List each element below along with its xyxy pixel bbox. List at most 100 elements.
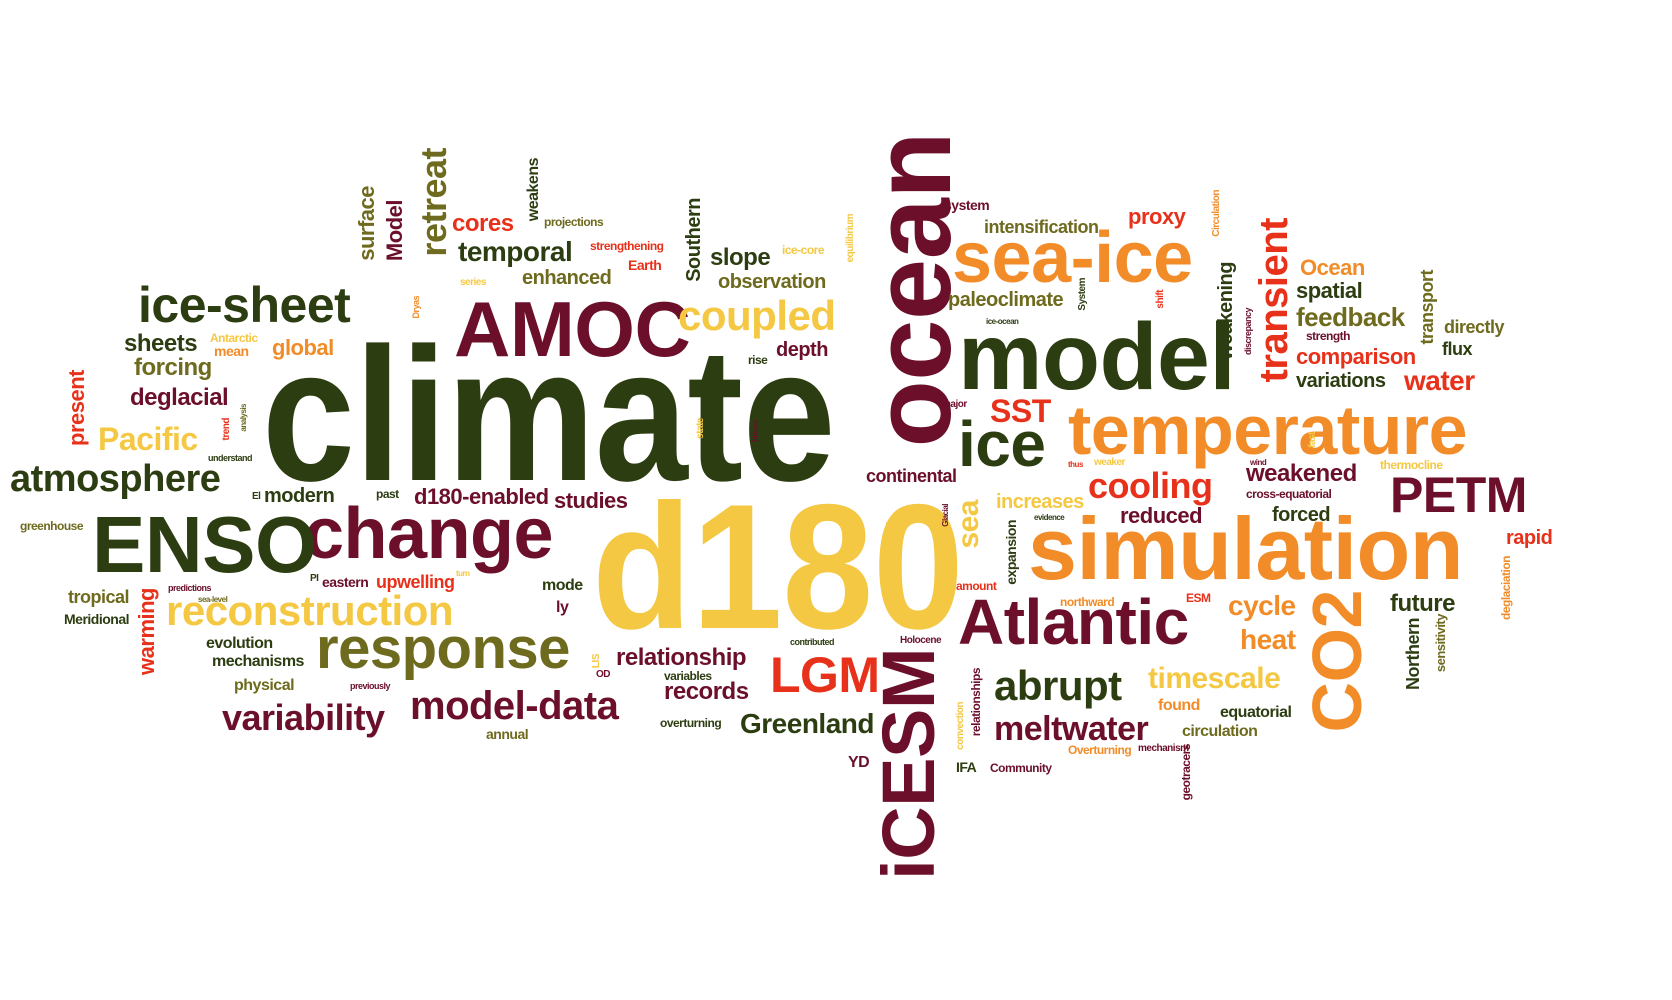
word: global	[272, 335, 334, 360]
word: relationship	[616, 644, 747, 671]
word: weaker	[1094, 457, 1125, 468]
word: sensitivity	[1433, 614, 1448, 673]
word: temporal	[458, 236, 573, 267]
word: Model	[382, 200, 407, 262]
word: forcing	[134, 354, 212, 381]
word: equatorial	[1220, 704, 1292, 721]
word: AMOC	[454, 285, 691, 373]
word: ice-ocean	[986, 317, 1019, 326]
word: ice-sheet	[138, 277, 351, 333]
word: OD	[596, 669, 611, 680]
word: YD	[848, 754, 870, 771]
word: Ocean	[1300, 255, 1365, 280]
word: reconstruction	[166, 587, 454, 634]
word: projections	[544, 215, 604, 229]
word: evidence	[1034, 513, 1065, 522]
word: ly	[556, 599, 569, 616]
word: response	[316, 616, 570, 681]
word: continental	[866, 466, 957, 486]
word: northward	[1060, 595, 1115, 609]
word: thus	[1068, 460, 1083, 469]
word: deglaciation	[1499, 556, 1513, 621]
word: sea-ice	[952, 218, 1193, 298]
word: relationships	[969, 668, 983, 737]
word: variables	[664, 669, 712, 683]
word: rise	[748, 353, 768, 367]
word: spatial	[1296, 278, 1363, 303]
word: physical	[234, 677, 295, 694]
word: predictions	[168, 583, 212, 593]
word: contributed	[790, 637, 835, 647]
word: El	[252, 491, 261, 502]
word: present	[64, 370, 89, 446]
word: increases	[996, 491, 1084, 513]
word: series	[460, 277, 486, 288]
word: abrupt	[994, 662, 1122, 709]
word: Atlantic	[958, 586, 1189, 658]
word: trend	[221, 418, 232, 441]
word: upwelling	[376, 572, 455, 592]
word: LIS	[591, 654, 602, 669]
word: shift	[1155, 290, 1166, 309]
word: surface	[354, 186, 379, 261]
word: ice-core	[782, 243, 825, 257]
word: Glacial	[941, 504, 950, 527]
word: transport	[1417, 270, 1437, 345]
word: thermocline	[1380, 458, 1443, 472]
word: overturning	[660, 716, 722, 730]
word: rapid	[1506, 527, 1553, 549]
word: sheets	[124, 330, 198, 357]
word: cooling	[1088, 465, 1213, 506]
word: sea-level	[198, 595, 228, 604]
word: biases	[751, 420, 760, 442]
word: variability	[222, 697, 385, 738]
word: discrepancy	[1243, 308, 1253, 356]
word: sea	[952, 500, 985, 549]
word: Overturning	[1068, 743, 1132, 757]
word: reduced	[1120, 503, 1203, 528]
word: Pacific	[98, 421, 198, 457]
word: heat	[1240, 624, 1296, 655]
word: CO2	[1298, 590, 1376, 733]
word: System	[1077, 278, 1088, 311]
word: directly	[1444, 317, 1505, 337]
word: Holocene	[900, 635, 942, 646]
word: d180-enabled	[414, 484, 549, 509]
word: analysis	[239, 404, 248, 432]
word: LGM	[770, 647, 880, 703]
word: feedback	[1296, 302, 1405, 332]
word: Community	[990, 761, 1052, 775]
word: observation	[718, 271, 826, 293]
word: simulation	[1028, 499, 1464, 598]
word: convection	[955, 702, 966, 750]
word: Northern	[1403, 618, 1423, 690]
word: Circulation	[1211, 190, 1222, 237]
word: mean	[214, 343, 249, 359]
word: equilibrium	[845, 214, 856, 263]
word: forced	[1272, 504, 1331, 526]
word: system	[944, 197, 990, 213]
word: state	[695, 418, 706, 439]
word: retreat	[413, 148, 454, 257]
word: circulation	[1182, 723, 1258, 740]
word: studies	[554, 488, 628, 513]
word: water	[1404, 365, 1475, 396]
word: annual	[486, 726, 529, 742]
word: mechanism	[1138, 743, 1189, 754]
word: strength	[1306, 329, 1351, 343]
word: slope	[710, 244, 771, 271]
word: previously	[350, 681, 391, 691]
word: Greenland	[740, 708, 874, 739]
word: intensification	[984, 217, 1099, 237]
word: warming	[134, 588, 159, 675]
word: flux	[1442, 339, 1473, 359]
word: future	[1390, 590, 1456, 617]
word: Earth	[628, 257, 662, 273]
word: tropical	[68, 587, 130, 607]
word: depth	[776, 339, 828, 361]
word: change	[304, 494, 554, 574]
word: IFA	[956, 759, 977, 775]
word: greenhouse	[20, 519, 84, 533]
word: deglacial	[130, 384, 229, 411]
